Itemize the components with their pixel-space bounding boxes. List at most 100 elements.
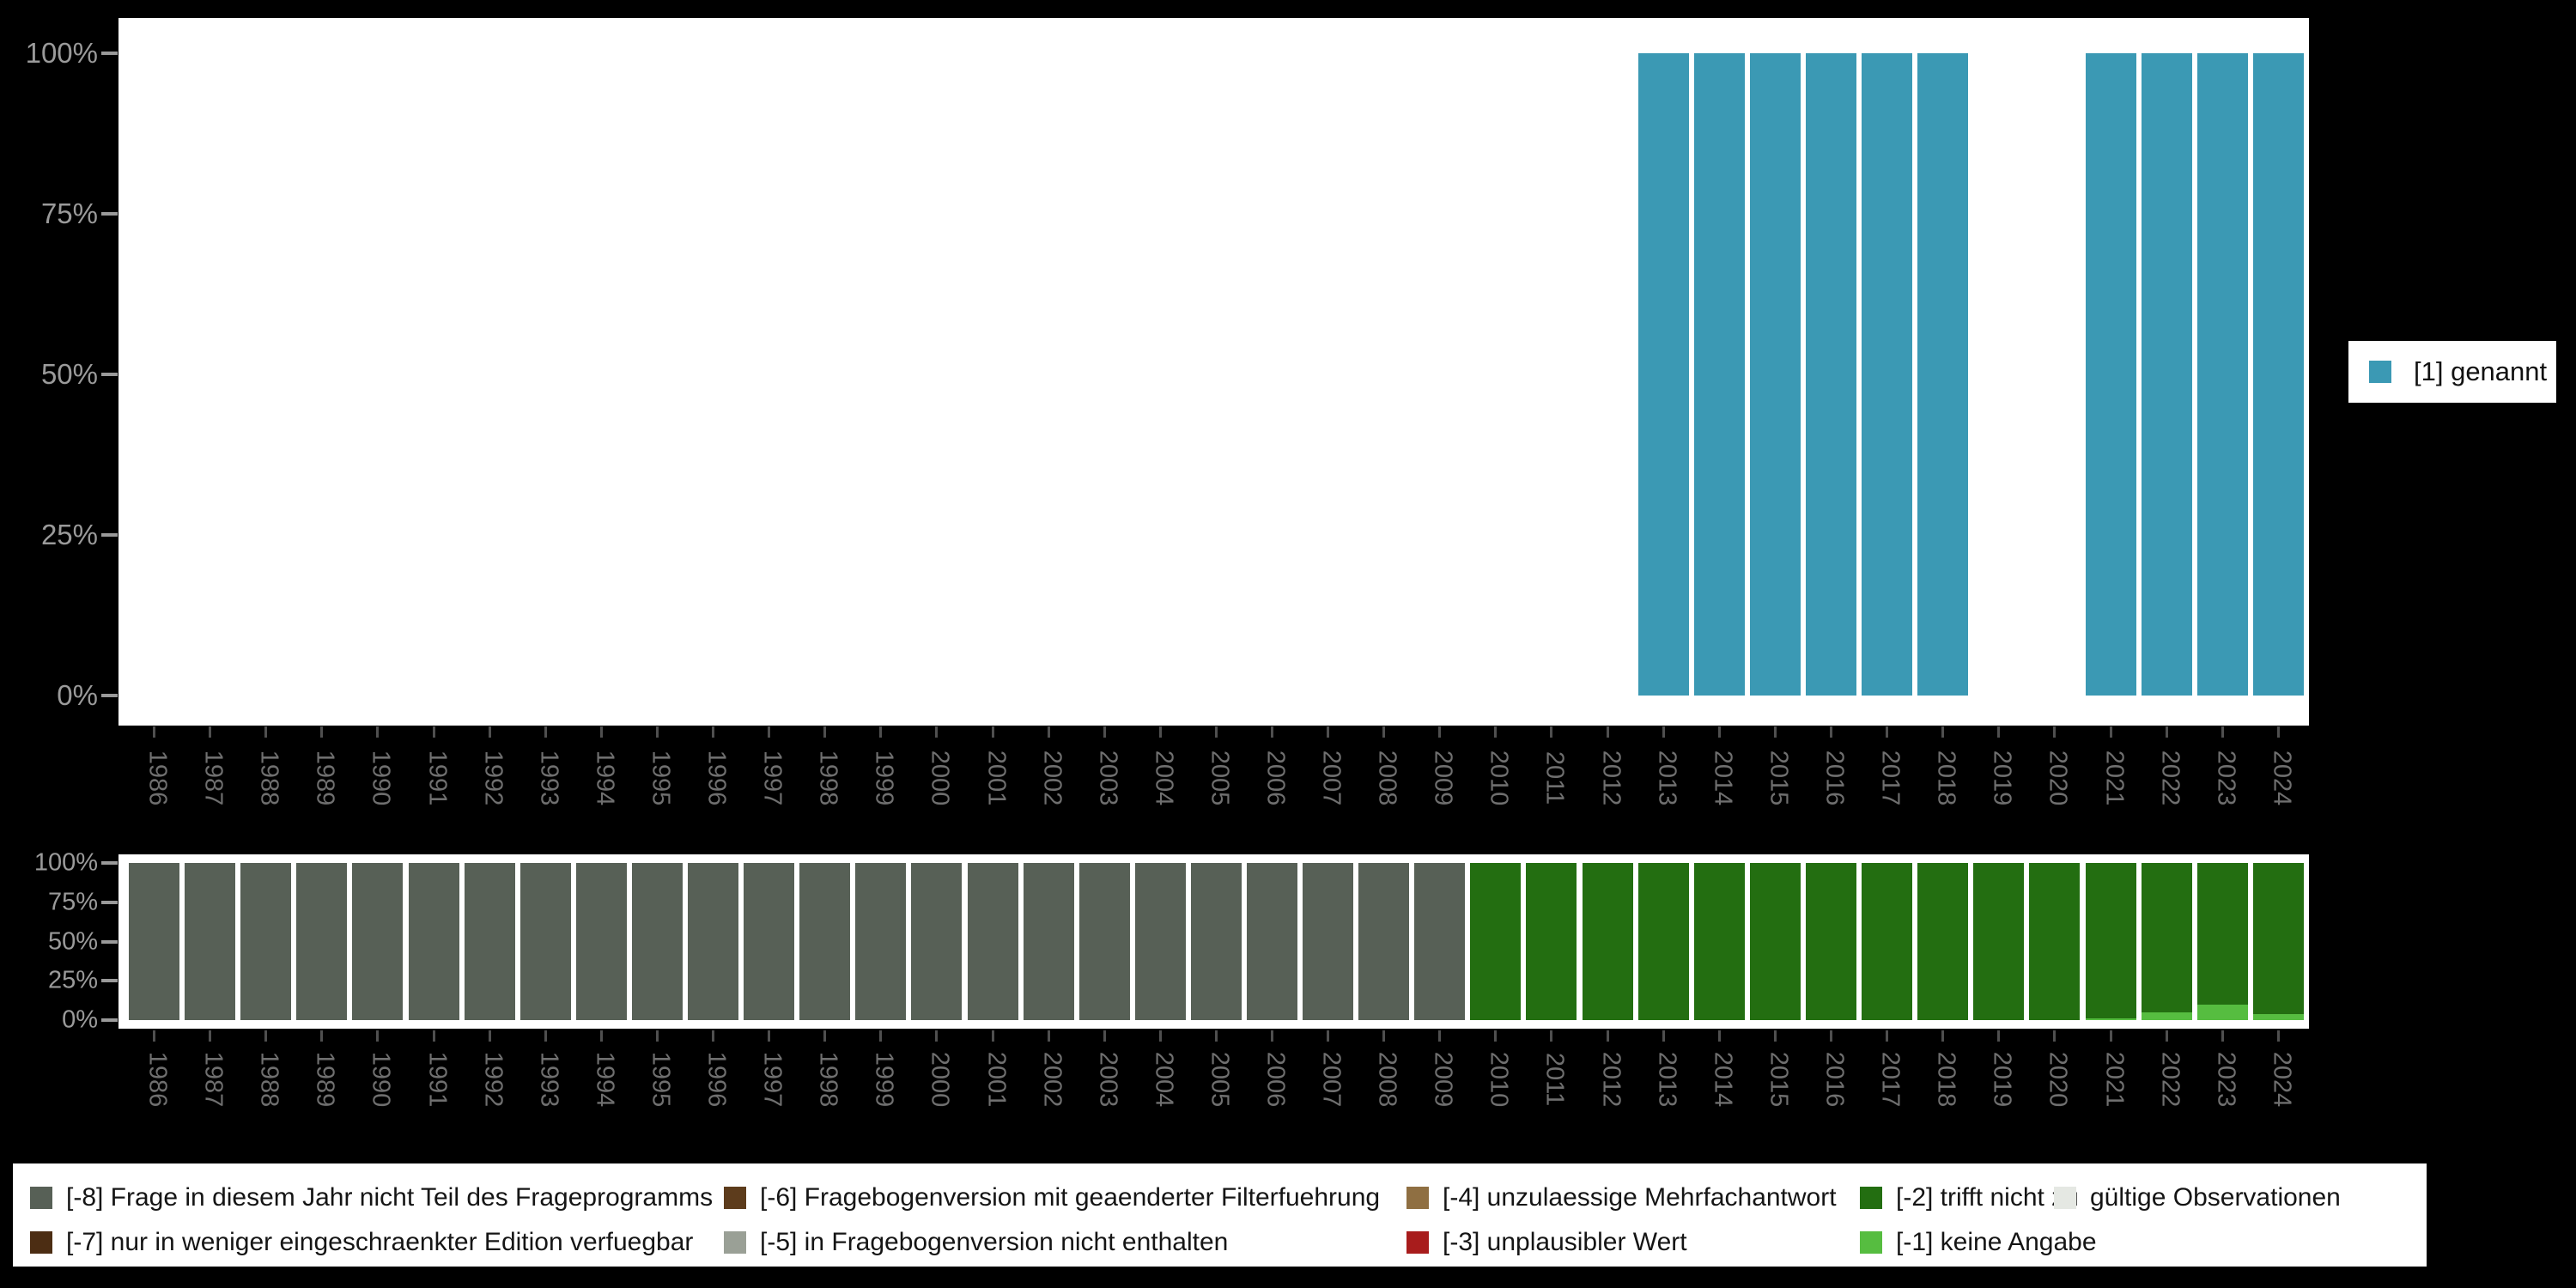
x-tick-label: 2008 [1373, 1051, 1401, 1108]
x-tick-label: 2024 [2268, 750, 2296, 806]
x-tick-label: 2009 [1429, 1051, 1457, 1108]
x-tick [544, 1030, 547, 1042]
x-tick-label: 2005 [1206, 750, 1234, 806]
legend-item: gültige Observationen [2054, 1183, 2341, 1212]
legend-item: [-5] in Fragebogenversion nicht enthalte… [724, 1228, 1228, 1256]
x-tick-label: 2014 [1709, 750, 1737, 806]
x-tick [1718, 726, 1721, 738]
x-tick-label: 2016 [1820, 1051, 1849, 1108]
bar-segment [1637, 863, 1689, 1020]
x-tick [712, 1030, 714, 1042]
bar-segment [1413, 863, 1465, 1020]
bar-segment [799, 863, 850, 1020]
y-tick-label: 25% [40, 519, 98, 550]
bar-segment [1358, 863, 1409, 1020]
x-tick [1271, 726, 1273, 738]
x-tick-label: 2013 [1653, 1051, 1681, 1108]
x-tick-label: 2000 [926, 750, 954, 806]
x-tick-label: 1993 [535, 1051, 563, 1108]
bar-segment [2252, 863, 2304, 1014]
bar-segment [1190, 863, 1242, 1020]
bar-segment [351, 863, 403, 1020]
legend-item: [-8] Frage in diesem Jahr nicht Teil des… [30, 1183, 713, 1212]
x-tick [1103, 1030, 1106, 1042]
bar [1805, 53, 1856, 696]
y-tick-label: 50% [47, 927, 98, 955]
x-tick [1607, 726, 1609, 738]
genannt-legend-label: [1] genannt [2414, 356, 2548, 386]
x-tick [1438, 726, 1441, 738]
x-tick [1550, 1030, 1552, 1042]
x-tick-label: 1998 [814, 1051, 842, 1108]
bar-segment [1078, 863, 1130, 1020]
y-tick-label: 50% [40, 358, 98, 390]
bar-segment [1302, 863, 1353, 1020]
bar-segment [2141, 863, 2192, 1012]
x-tick-label: 2001 [982, 1051, 1011, 1108]
bar-segment [519, 863, 571, 1020]
bar-segment [1861, 863, 1912, 1020]
y-tick-label: 25% [47, 966, 98, 994]
x-tick-label: 2007 [1317, 1051, 1346, 1108]
x-tick-label: 2008 [1373, 750, 1401, 806]
bar-segment [2141, 1012, 2192, 1020]
x-tick-label: 1996 [702, 750, 731, 806]
x-tick-label: 2011 [1540, 1052, 1569, 1107]
y-tick [101, 979, 118, 983]
valid-values-legend: [1] genannt [2347, 339, 2558, 404]
legend-item: [-3] unplausibler Wert [1406, 1228, 1687, 1256]
x-tick [1215, 726, 1218, 738]
x-tick [1662, 726, 1665, 738]
x-tick-label: 2015 [1765, 750, 1793, 806]
x-tick-label: 1993 [535, 750, 563, 806]
x-tick-label: 2018 [1932, 1051, 1960, 1108]
x-tick-label: 1988 [255, 1051, 283, 1108]
bar [2141, 53, 2192, 696]
x-tick [1494, 726, 1497, 738]
x-tick [600, 726, 603, 738]
legend-item-label: [-3] unplausibler Wert [1443, 1228, 1687, 1256]
x-tick [2277, 726, 2280, 738]
x-tick-label: 2024 [2268, 1051, 2296, 1108]
x-tick-label: 2023 [2212, 750, 2240, 806]
y-tick [101, 939, 118, 944]
x-tick [1718, 1030, 1721, 1042]
y-tick-label: 75% [47, 888, 98, 916]
x-tick-label: 2021 [2100, 1051, 2129, 1108]
bar [1693, 53, 1745, 696]
bar-segment [184, 863, 235, 1020]
legend-swatch-icon [1406, 1231, 1429, 1254]
x-tick-label: 2009 [1429, 750, 1457, 806]
bar-segment [2028, 863, 2080, 1020]
x-tick-label: 2018 [1932, 750, 1960, 806]
bar [2085, 53, 2136, 696]
x-tick [823, 1030, 826, 1042]
x-tick-label: 1997 [758, 1051, 787, 1108]
x-tick [656, 1030, 659, 1042]
x-tick-label: 2013 [1653, 750, 1681, 806]
bar-segment [1469, 863, 1521, 1020]
y-tick [101, 900, 118, 904]
x-tick [1103, 726, 1106, 738]
x-tick [1271, 1030, 1273, 1042]
x-tick [879, 726, 882, 738]
x-tick-label: 1990 [367, 1051, 395, 1108]
x-tick [992, 1030, 994, 1042]
x-tick [2110, 1030, 2112, 1042]
x-tick-label: 2006 [1261, 750, 1290, 806]
bottom-chart-plot [118, 854, 2309, 1029]
x-tick [1607, 1030, 1609, 1042]
x-tick [1662, 1030, 1665, 1042]
legend-item-label: [-2] trifft nicht zu [1896, 1183, 2079, 1212]
x-tick-label: 2002 [1038, 1051, 1066, 1108]
x-tick [712, 726, 714, 738]
bar-segment [854, 863, 906, 1020]
x-tick-label: 1992 [479, 1051, 507, 1108]
bar [2252, 53, 2304, 696]
x-tick-label: 2022 [2156, 1051, 2184, 1108]
x-tick-label: 2017 [1876, 750, 1905, 806]
bar [1861, 53, 1912, 696]
y-tick [101, 212, 118, 216]
x-tick-label: 2003 [1094, 750, 1122, 806]
bar-segment [1917, 863, 1968, 1020]
